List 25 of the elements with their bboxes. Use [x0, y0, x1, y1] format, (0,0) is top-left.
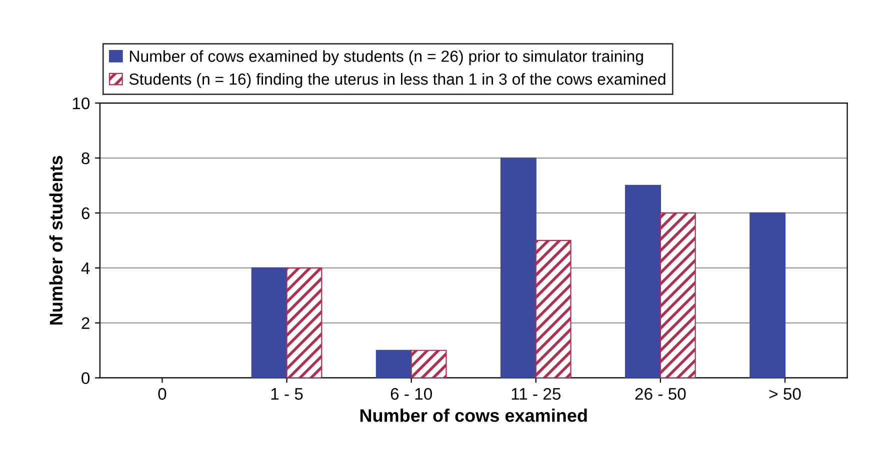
bar: [625, 184, 661, 378]
bar: [251, 267, 288, 378]
y-tick-label: 0: [82, 372, 90, 384]
bar: [750, 212, 786, 378]
bar: [500, 157, 536, 378]
y-tick-label: 10: [72, 97, 90, 110]
x-tick-label: 11 - 25: [512, 388, 561, 400]
bar: [535, 240, 572, 378]
y-tick-label: 4: [81, 262, 90, 274]
x-tick-label: 6 - 10: [390, 388, 432, 400]
x-tick-label: > 50: [769, 388, 801, 400]
x-axis-title: Number of cows examined: [360, 408, 587, 422]
y-tick-label: 6: [82, 207, 90, 220]
bar: [376, 350, 412, 378]
bar: [660, 212, 696, 378]
bar: [286, 267, 322, 378]
x-tick-label: 1 - 5: [271, 388, 303, 400]
x-tick-label: 0: [158, 388, 166, 400]
y-tick-label: 2: [82, 317, 90, 329]
bar: [410, 350, 447, 378]
y-tick-label: 8: [82, 152, 90, 164]
legend-label: Students (n = 16) finding the uterus in less than 1 in 3 of the cows examined: [129, 73, 666, 88]
x-tick-label: 26 - 50: [635, 388, 686, 400]
legend-label: Number of cows examined by students (n = 26) prior to simulator training: [130, 50, 643, 66]
y-axis-title: Number of students: [49, 156, 63, 325]
